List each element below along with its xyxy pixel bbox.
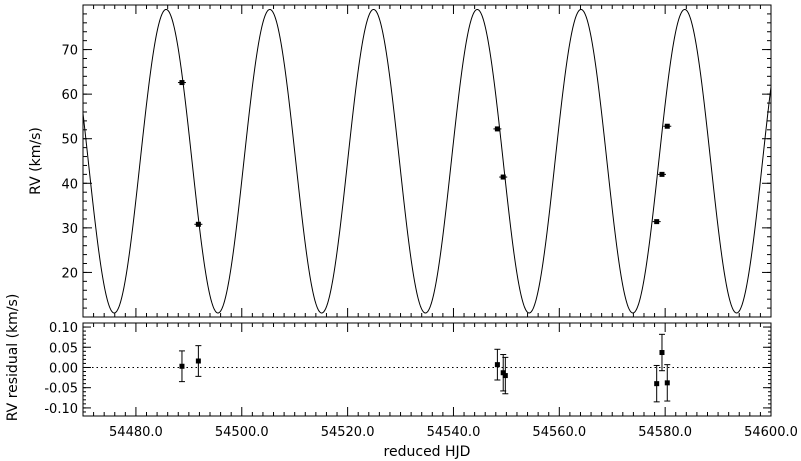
residual-panel-y-tick-label: -0.05 <box>44 382 78 397</box>
rv-panel-y-tick-label: 40 <box>61 177 78 192</box>
residual-panel-y-tick-label: 0.05 <box>49 341 78 356</box>
residual-panel-y-tick-label: -0.10 <box>44 402 78 417</box>
residual-panel-x-tick-label: 54520.0 <box>321 425 375 440</box>
residual-y-axis-label: RV residual (km/s) <box>5 294 21 422</box>
residual-data-point <box>654 381 660 387</box>
residual-data-point <box>494 362 500 368</box>
residual-data-point <box>195 358 201 364</box>
residual-data-point <box>500 370 506 376</box>
rv-panel-y-tick-label: 60 <box>61 88 78 103</box>
residual-panel-frame <box>82 322 772 417</box>
rv-y-axis-label: RV (km/s) <box>28 127 44 195</box>
rv-panel-y-tick-label: 70 <box>61 44 78 59</box>
rv-panel-y-tick-label: 20 <box>61 266 78 281</box>
residual-panel-x-tick-label: 54540.0 <box>427 425 481 440</box>
residual-panel-y-tick-label: 0.10 <box>49 321 78 336</box>
rv-panel-y-tick-label: 50 <box>61 133 78 148</box>
rv-data-point <box>654 219 660 225</box>
rv-data-point <box>659 171 665 177</box>
rv-data-point <box>500 174 506 180</box>
residual-data-point <box>664 380 670 386</box>
x-axis-label: reduced HJD <box>384 444 471 460</box>
residual-panel-x-tick-label: 54600.0 <box>744 425 798 440</box>
rv-data-point <box>664 123 670 129</box>
residual-panel-x-tick-label: 54500.0 <box>215 425 269 440</box>
rv-panel-y-tick-label: 30 <box>61 222 78 237</box>
residual-panel-y-tick-label: 0.00 <box>49 361 78 376</box>
rv-model-curve <box>83 8 771 314</box>
rv-data-point <box>195 221 201 227</box>
rv-panel: 20 30 40 50 60 70 RV (km/s) <box>28 4 772 318</box>
residual-panel-x-tick-label: 54580.0 <box>638 425 692 440</box>
residual-data-point <box>179 363 185 369</box>
rv-data-point <box>179 80 185 86</box>
residual-data-point <box>502 373 508 379</box>
residual-panel-x-tick-label: 54560.0 <box>532 425 586 440</box>
rv-data-point <box>494 126 500 132</box>
residual-data-point <box>659 350 665 356</box>
rv-panel-frame <box>82 4 772 318</box>
residual-panel: 54480.0 54500.0 54520.0 54540.0 54560.0 54580… <box>5 294 798 460</box>
residual-panel-x-tick-label: 54480.0 <box>109 425 163 440</box>
